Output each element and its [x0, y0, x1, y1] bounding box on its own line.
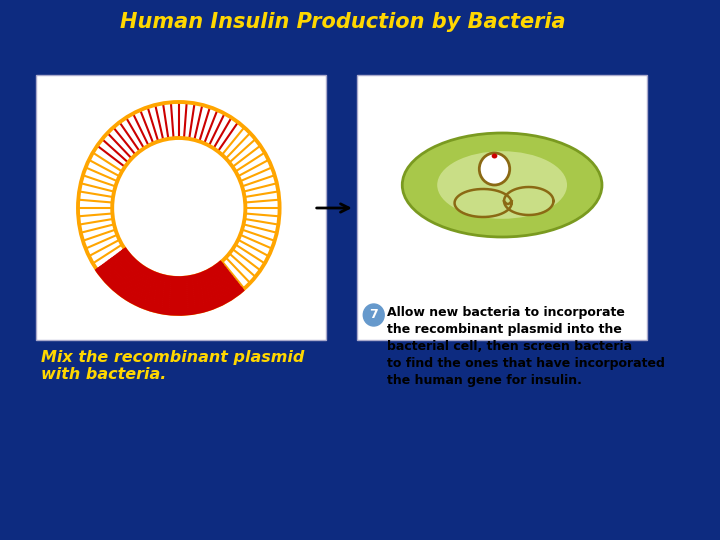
- Bar: [356, 75, 647, 340]
- Text: 7: 7: [369, 308, 378, 321]
- Bar: [36, 75, 326, 340]
- Ellipse shape: [437, 151, 567, 219]
- Ellipse shape: [492, 153, 498, 159]
- Circle shape: [364, 304, 384, 326]
- Text: Allow new bacteria to incorporate
the recombinant plasmid into the
bacterial cel: Allow new bacteria to incorporate the re…: [387, 306, 665, 387]
- Ellipse shape: [112, 138, 246, 278]
- Text: Mix the recombinant plasmid
with bacteria.: Mix the recombinant plasmid with bacteri…: [41, 350, 305, 382]
- Ellipse shape: [402, 133, 602, 237]
- Text: Human Insulin Production by Bacteria: Human Insulin Production by Bacteria: [120, 12, 565, 32]
- Ellipse shape: [480, 153, 510, 185]
